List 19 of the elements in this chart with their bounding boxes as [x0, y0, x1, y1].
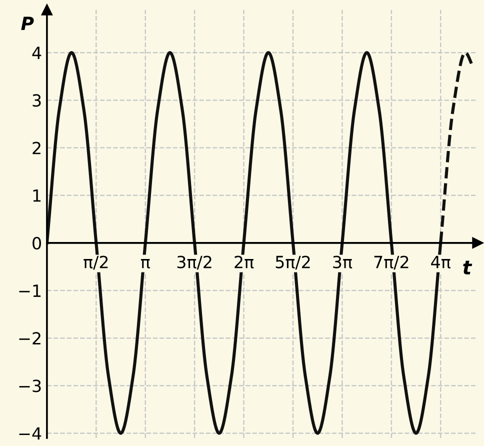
y-tick-label: 4	[32, 46, 42, 59]
x-tick-label: 3π/2	[177, 256, 212, 270]
y-tick-label: −2	[19, 332, 40, 344]
y-axis-title: P	[21, 16, 34, 30]
y-tick-label: −4	[19, 427, 42, 440]
x-axis-title: t	[463, 260, 472, 274]
y-tick-label: 3	[32, 94, 41, 107]
x-tick-label: π	[140, 258, 150, 268]
x-tick-label: π/2	[84, 256, 108, 270]
x-tick-label: 5π/2	[276, 256, 310, 270]
y-tick-label: 1	[33, 190, 41, 202]
x-tick-label: 7π/2	[374, 256, 408, 270]
x-tick-label: 4π	[431, 256, 450, 268]
x-tick-label: 3π	[333, 256, 352, 268]
y-tick-label: −3	[19, 380, 41, 392]
y-tick-label: 0	[32, 236, 41, 250]
y-tick-label: −1	[19, 284, 41, 297]
y-tick-label: 2	[32, 142, 40, 154]
x-tick-label: 2π	[234, 256, 254, 268]
